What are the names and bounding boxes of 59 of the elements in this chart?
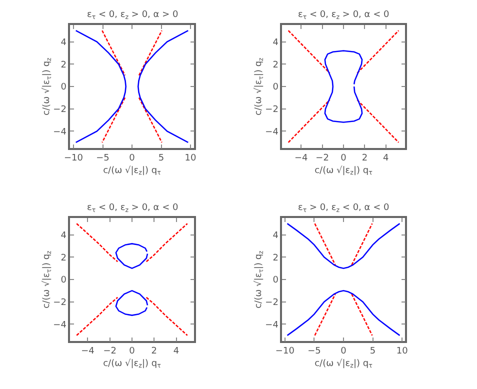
y-tick-label: 0	[60, 276, 67, 286]
y-tick-label: −2	[53, 298, 66, 308]
x-axis-title: c/(ω √|ε$_{z}$|) q$_{τ}$	[314, 164, 373, 177]
y-tick-label: 2	[60, 253, 66, 264]
line-series	[324, 50, 363, 123]
y-tick-label: 4	[272, 230, 279, 241]
x-axis-title: c/(ω √|ε$_{z}$|) q$_{τ}$	[103, 358, 162, 370]
y-tick-label: −2	[53, 105, 66, 116]
x-tick-label: −10	[64, 154, 84, 164]
line-series	[76, 222, 118, 262]
line-series	[137, 30, 189, 144]
x-tick-label: 5	[370, 346, 376, 357]
y-tick-label: 2	[272, 253, 278, 264]
y-tick-label: 0	[272, 276, 279, 286]
x-tick-label: 5	[158, 154, 164, 164]
x-tick-label: 0	[340, 154, 347, 164]
chart-title: ε$_{τ}$ < 0, ε$_{z}$ > 0, α < 0	[298, 10, 390, 21]
x-tick-label: −4	[81, 346, 95, 357]
x-tick-label: 2	[362, 154, 368, 164]
line-series	[146, 222, 188, 262]
x-tick-label: −5	[308, 346, 321, 357]
x-tick-label: 0	[340, 346, 347, 357]
line-series	[286, 290, 400, 336]
y-tick-label: 4	[272, 38, 279, 48]
y-tick-label: 0	[60, 82, 67, 93]
y-tick-label: −4	[265, 320, 279, 330]
x-tick-label: −2	[103, 346, 116, 357]
x-tick-label: 4	[173, 346, 180, 357]
x-tick-label: −10	[275, 346, 295, 357]
x-tick-label: 10	[396, 346, 408, 357]
y-tick-label: −4	[53, 320, 67, 330]
line-series	[146, 296, 188, 336]
y-tick-label: 2	[60, 60, 66, 70]
y-tick-label: 0	[272, 82, 279, 93]
line-series	[115, 290, 148, 316]
x-tick-label: 0	[129, 346, 136, 357]
line-series	[286, 222, 400, 269]
chart-title: ε$_{τ}$ < 0, ε$_{z}$ > 0, α < 0	[87, 203, 178, 214]
y-tick-label: 4	[60, 230, 67, 241]
y-tick-label: −4	[265, 127, 279, 138]
y-tick-label: −2	[265, 105, 278, 116]
line-series	[115, 243, 148, 269]
line-series	[75, 30, 127, 144]
x-tick-label: −2	[316, 154, 329, 164]
x-axis-title: c/(ω √|ε$_{z}$|) q$_{τ}$	[314, 358, 373, 370]
x-tick-label: 10	[184, 154, 196, 164]
chart-title: ε$_{τ}$ > 0, ε$_{z}$ < 0, α < 0	[298, 203, 390, 214]
y-tick-label: 4	[60, 38, 67, 48]
chart-title: ε$_{τ}$ < 0, ε$_{z}$ > 0, α > 0	[87, 10, 178, 21]
x-tick-label: 4	[383, 154, 390, 164]
x-tick-label: −5	[96, 154, 110, 164]
y-tick-label: −2	[265, 298, 278, 308]
x-tick-label: −4	[294, 154, 308, 164]
y-tick-label: −4	[53, 127, 67, 138]
y-tick-label: 2	[272, 60, 278, 70]
x-tick-label: 2	[151, 346, 158, 357]
x-axis-title: c/(ω √|ε$_{z}$|) q$_{τ}$	[103, 164, 162, 177]
x-tick-label: 0	[129, 154, 136, 164]
line-series	[76, 296, 118, 336]
